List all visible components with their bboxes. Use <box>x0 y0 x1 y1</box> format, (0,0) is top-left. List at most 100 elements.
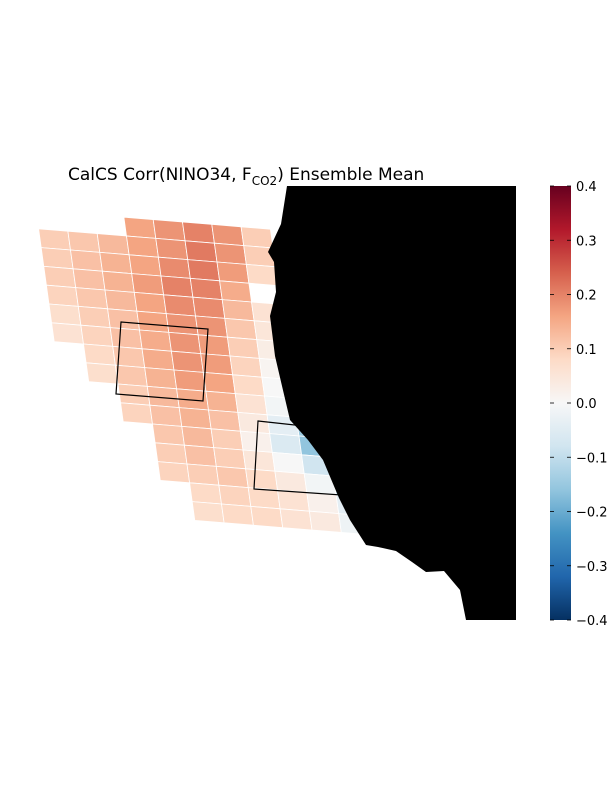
colorbar-ticks: 0.4 0.3 0.2 0.1 0.0 −0.1 −0.2 −0.3 −0.4 <box>550 180 608 629</box>
grid-cell <box>131 273 165 296</box>
map-title-subscript: CO2 <box>252 174 277 188</box>
grid-cell <box>120 402 153 425</box>
grid-cell <box>144 367 178 390</box>
grid-cell <box>83 343 116 366</box>
grid-cell <box>240 226 274 249</box>
grid-cell <box>221 299 255 322</box>
grid-cell <box>170 350 204 373</box>
colorbar-tick-label: −0.1 <box>576 451 608 466</box>
region-box-offshore <box>115 321 209 402</box>
grid-cell <box>202 371 236 395</box>
grid-cell <box>308 510 342 533</box>
colorbar-tick-label: 0.4 <box>576 180 597 195</box>
grid-cell <box>96 233 130 256</box>
grid-cell <box>195 315 228 338</box>
grid-cell <box>219 280 252 303</box>
grid-cell <box>133 291 167 315</box>
colorbar-tick-label: −0.2 <box>576 506 608 521</box>
grid-cell <box>213 447 247 470</box>
grid-cell <box>189 277 223 301</box>
colorbar-tick-label: 0.0 <box>576 397 597 412</box>
grid-cell <box>271 451 305 475</box>
grid-cell <box>210 428 244 451</box>
grid-cell <box>234 393 268 416</box>
grid-cell <box>242 449 276 472</box>
grid-cell <box>157 256 191 279</box>
grid-cell <box>43 265 77 289</box>
grid-cell <box>149 404 183 427</box>
grid-cell <box>205 390 239 413</box>
grid-cell <box>237 411 271 435</box>
grid-cell <box>155 237 189 261</box>
grid-cell <box>72 268 106 291</box>
grid-cell <box>45 284 79 307</box>
grid-cell <box>213 242 247 265</box>
colorbar-tick-label: −0.3 <box>576 560 608 575</box>
grid-cell <box>182 221 215 244</box>
grid-cell <box>187 259 221 282</box>
grid-cell <box>306 491 340 515</box>
colorbar-tick-label: 0.1 <box>576 343 597 358</box>
grid-cell <box>274 470 308 493</box>
grid-cell <box>101 270 135 293</box>
grid-cell <box>152 219 186 242</box>
grid-cell <box>160 275 194 298</box>
grid-cell <box>126 235 159 258</box>
grid-cell <box>38 228 71 251</box>
grid-cell <box>232 374 265 397</box>
map-title-main: CalCS Corr(NINO34, F <box>68 165 252 185</box>
grid-cell <box>181 425 215 449</box>
grid-cell <box>215 465 249 489</box>
grid-cell <box>154 442 188 465</box>
grid-cell <box>221 503 254 526</box>
colorbar-tick-label: 0.2 <box>576 289 597 304</box>
grid-cell <box>211 223 245 247</box>
grid-cell <box>157 461 191 484</box>
colorbar <box>550 186 571 620</box>
grid-cell <box>75 287 109 310</box>
grid-cell <box>109 327 143 350</box>
grid-cell <box>250 505 284 529</box>
grid-cell <box>173 369 207 392</box>
grid-cell <box>183 444 217 467</box>
grid-cell <box>128 254 162 277</box>
grid-cell <box>178 407 212 430</box>
grid-cell <box>70 249 103 272</box>
grid-cell <box>186 463 220 486</box>
grid-cell <box>229 355 263 378</box>
grid-cell <box>192 296 226 319</box>
colorbar-tick-label: −0.4 <box>576 614 608 629</box>
grid-cell <box>216 261 250 284</box>
grid-cell <box>40 247 74 270</box>
grid-cell <box>165 313 199 336</box>
grid-cell <box>123 216 157 239</box>
map-title-suffix: ) Ensemble Mean <box>277 165 424 185</box>
grid-cell <box>197 334 231 357</box>
land-mask <box>268 186 516 620</box>
grid-cell <box>152 423 185 446</box>
grid-cell <box>136 310 170 333</box>
grid-cell <box>104 289 138 312</box>
grid-cell <box>77 305 111 329</box>
grid-cell <box>99 251 133 275</box>
colorbar-tick-label: 0.3 <box>576 234 597 249</box>
grid-cell <box>168 331 202 355</box>
grid-cell <box>80 324 114 347</box>
grid-cell <box>191 501 225 524</box>
map-title: CalCS Corr(NINO34, FCO2) Ensemble Mean <box>68 165 424 188</box>
grid-cell <box>277 489 310 512</box>
grid-cell <box>67 230 101 253</box>
grid-cell <box>107 308 140 331</box>
grid-cell <box>114 364 148 387</box>
region-box-nearshore <box>253 420 342 496</box>
grid-cell <box>85 362 119 385</box>
grid-cell <box>208 409 241 432</box>
grid-cell <box>48 303 82 326</box>
grid-cell <box>218 484 252 507</box>
grid-cell <box>245 468 278 491</box>
grid-cell <box>184 240 218 263</box>
grid-cell <box>51 322 84 345</box>
grid-cell <box>269 433 303 456</box>
grid-cell <box>141 348 175 371</box>
